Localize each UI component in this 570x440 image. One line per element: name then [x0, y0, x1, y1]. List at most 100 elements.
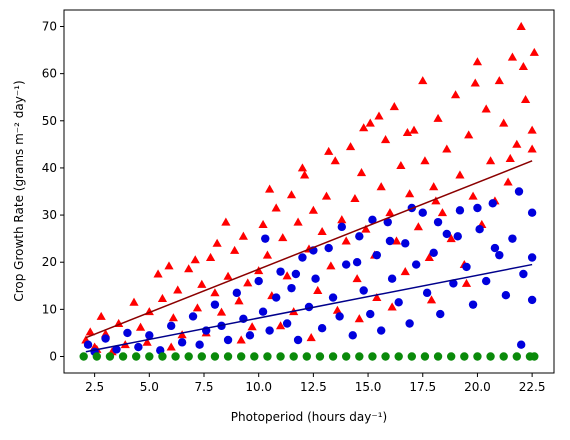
trend-line [85, 263, 533, 353]
triangle-point [389, 102, 399, 111]
triangle-point [437, 208, 448, 217]
triangle-point [418, 76, 428, 85]
triangle-point [413, 222, 423, 231]
circle-point [188, 312, 198, 321]
x-tick-label: 7.5 [194, 380, 213, 394]
triangle-point [197, 279, 207, 288]
circle-point [394, 352, 403, 361]
circle-point [315, 352, 325, 361]
circle-point [381, 352, 390, 361]
triangle-point [337, 215, 347, 224]
triangle-point [254, 266, 264, 275]
triangle-point [184, 264, 194, 273]
circle-point [385, 236, 395, 246]
triangle-point [234, 296, 244, 305]
circle-point [291, 269, 301, 279]
triangle-point [481, 104, 491, 113]
y-tick-label: 40 [42, 161, 57, 175]
triangle-point [265, 184, 275, 193]
x-axis: 2.5 5.0 7.5 10.0 12.5 15.0 17.5 20.0 22.5 [85, 373, 545, 394]
triangle-point [464, 130, 474, 139]
circle-point [530, 352, 539, 361]
circle-point [223, 335, 233, 345]
triangle-point [520, 94, 531, 104]
circle-point [455, 206, 465, 215]
x-tick-label: 20.0 [464, 380, 491, 394]
triangle-point [494, 76, 504, 85]
circle-point [514, 187, 524, 196]
circle-point [298, 253, 307, 262]
triangle-point [230, 245, 240, 254]
circle-point [473, 352, 482, 361]
triangle-point [507, 52, 518, 61]
circle-point [324, 243, 333, 253]
circle-point [245, 331, 255, 340]
circle-point [468, 300, 478, 309]
triangle-point [516, 21, 526, 30]
circle-point [134, 342, 143, 352]
circle-point [527, 295, 537, 305]
triangle-point [400, 267, 410, 276]
triangle-point [157, 293, 168, 302]
triangle-point [365, 118, 375, 127]
triangle-point [376, 182, 386, 191]
circle-point [223, 352, 233, 361]
triangle-point [385, 208, 395, 217]
triangle-point [409, 125, 419, 134]
triangle-point [286, 190, 297, 199]
x-tick-label: 15.0 [355, 380, 382, 394]
y-tick-label: 70 [42, 20, 57, 34]
circle-point [394, 298, 403, 307]
circle-point [508, 234, 517, 243]
triangle-point [402, 127, 413, 137]
triangle-point [485, 156, 496, 165]
circle-point [446, 352, 456, 361]
circle-point [261, 234, 270, 243]
circle-point [171, 352, 180, 361]
triangle-point [405, 189, 415, 198]
circle-point [460, 352, 469, 361]
circle-point [486, 352, 495, 361]
triangle-point [271, 203, 281, 212]
circle-point [366, 309, 375, 319]
y-tick-label: 10 [42, 302, 57, 316]
circle-point [341, 352, 351, 361]
circle-point [177, 338, 187, 347]
circle-point [79, 352, 88, 361]
triangle-point [243, 278, 253, 287]
triangle-point [387, 302, 397, 311]
triangle-point [354, 314, 364, 323]
circle-point [210, 300, 220, 309]
triangle-point [129, 297, 139, 306]
triangle-point [424, 252, 434, 261]
triangle-point [326, 261, 336, 270]
triangle-point [258, 219, 268, 228]
triangle-point [247, 322, 257, 331]
circle-point [289, 352, 298, 361]
circle-point [418, 208, 427, 217]
triangle-point [212, 238, 222, 247]
triangle-point [210, 288, 220, 297]
triangle-point [324, 146, 334, 155]
triangle-point [505, 153, 515, 162]
triangle-point [216, 307, 227, 316]
triangle-point [391, 236, 402, 245]
circle-point [195, 340, 204, 349]
triangle-point [470, 78, 480, 87]
circle-point [210, 352, 220, 361]
circle-point [420, 352, 430, 361]
x-tick-label: 12.5 [300, 380, 327, 394]
circle-point [368, 352, 377, 361]
circle-point [519, 269, 528, 279]
triangle-point [396, 160, 406, 170]
circle-point [341, 260, 351, 269]
y-axis: 0 10 20 30 40 50 60 70 [42, 20, 64, 364]
circle-point [197, 352, 207, 361]
circle-point [335, 312, 344, 321]
circle-point [512, 352, 522, 361]
triangle-point [359, 123, 369, 132]
circle-point [527, 208, 537, 217]
plot-marks [79, 21, 539, 361]
triangle-point [374, 111, 384, 120]
triangle-point [313, 285, 323, 294]
